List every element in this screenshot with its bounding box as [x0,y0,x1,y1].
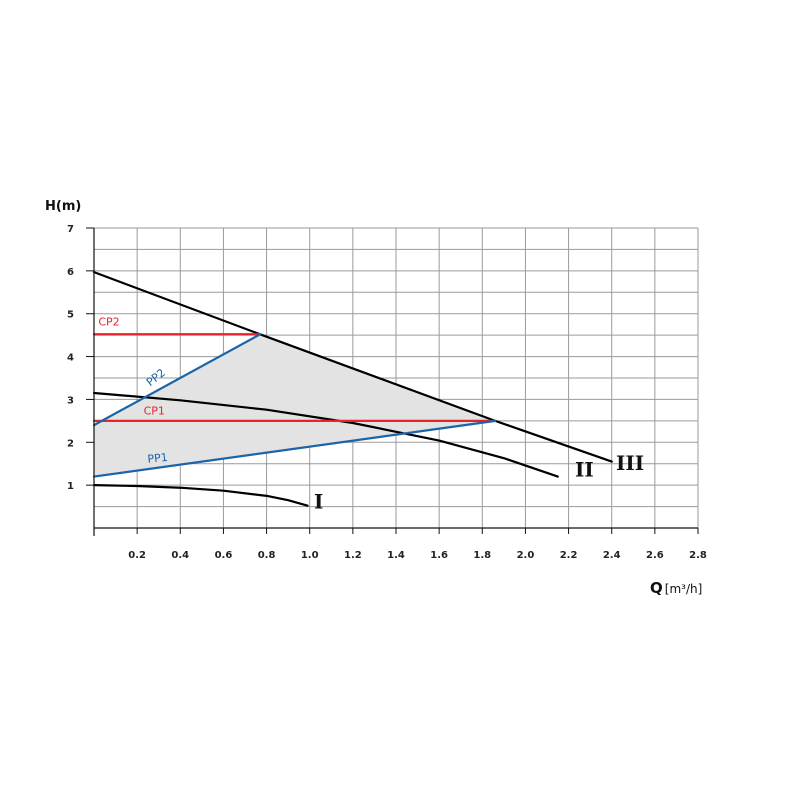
curve-label-cp2: CP2 [98,316,119,329]
x-tick-label: 2.8 [689,550,707,561]
y-tick-label: 3 [67,395,74,406]
chart-series [92,271,613,507]
shaded-operating-area [94,334,496,477]
curve-i [92,484,309,507]
x-axis-label-unit: [m³/h] [665,582,703,596]
x-tick-label: 0.6 [215,550,233,561]
x-axis-label-main: Q [650,579,663,597]
curve-label-cp1: CP1 [144,404,165,417]
curve-pp1 [92,419,497,478]
operating-region [94,334,496,477]
curve-pp2 [92,333,262,427]
x-tick-label: 0.2 [128,550,146,561]
y-tick-label: 1 [67,481,74,492]
x-tick-label: 1.8 [473,550,491,561]
curve-ii [92,391,559,478]
y-tick-label: 4 [67,353,74,364]
x-tick-label: 1.2 [344,550,362,561]
y-tick-label: 6 [67,267,74,278]
x-tick-label: 2.4 [603,550,621,561]
chart-axes: 0.2 0.4 0.6 0.8 1.0 1.2 1.4 1.6 1.8 2.0 2.2 2.4 2.6 2… [67,224,707,561]
y-axis-label: H(m) [45,199,81,214]
y-tick-label: 7 [67,224,74,235]
chart-grid [93,227,699,529]
x-tick-label: 0.8 [258,550,276,561]
x-tick-label: 2.6 [646,550,664,561]
x-axis-label: Q [m³/h] [650,579,702,597]
x-tick-label: 2.2 [560,550,578,561]
curve-label-i: I [314,490,323,514]
y-tick-label: 5 [67,310,74,321]
x-tick-label: 1.6 [430,550,448,561]
curve-iii [92,271,613,463]
x-tick-label: 1.0 [301,550,319,561]
x-tick-label: 1.4 [387,550,405,561]
x-tick-label: 0.4 [171,550,189,561]
curve-label-iii: III [616,451,644,475]
curve-label-ii: II [575,458,594,482]
curve-label-pp1: PP1 [147,451,169,466]
y-tick-label: 2 [67,438,74,449]
x-tick-label: 2.0 [517,550,535,561]
